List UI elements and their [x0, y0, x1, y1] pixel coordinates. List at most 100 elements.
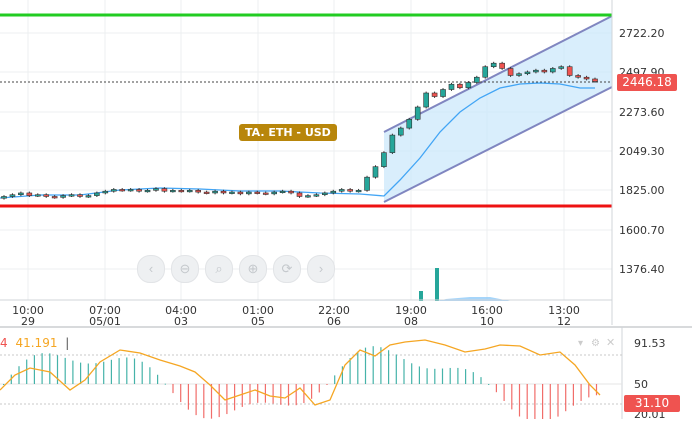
candle[interactable]: [161, 187, 168, 193]
channel-upper-line[interactable]: [383, 15, 613, 133]
candle[interactable]: [549, 67, 556, 74]
candle[interactable]: [465, 81, 472, 90]
candle[interactable]: [414, 105, 421, 121]
candle-body: [127, 189, 134, 192]
settings-icon[interactable]: ⚙: [591, 338, 600, 349]
indicator-legend[interactable]: 4 41.191 |: [0, 336, 69, 350]
candle[interactable]: [1, 195, 7, 200]
candle[interactable]: [110, 188, 117, 193]
candle[interactable]: [170, 188, 176, 193]
candle[interactable]: [347, 188, 353, 193]
candle[interactable]: [262, 191, 269, 196]
candle-body: [153, 188, 159, 191]
close-icon[interactable]: ✕: [606, 337, 615, 349]
candle[interactable]: [271, 190, 277, 196]
candle[interactable]: [457, 82, 463, 90]
zoom-out-icon[interactable]: ⊖: [171, 255, 199, 283]
candle[interactable]: [9, 193, 16, 198]
candle[interactable]: [220, 189, 227, 195]
candle[interactable]: [296, 191, 303, 198]
candle-body: [229, 191, 235, 194]
candle[interactable]: [330, 189, 337, 195]
trend-channel[interactable]: [383, 15, 613, 203]
candle[interactable]: [364, 175, 370, 192]
candle[interactable]: [119, 188, 125, 192]
reset-icon[interactable]: ⟳: [273, 255, 301, 283]
candle[interactable]: [558, 65, 565, 70]
candle[interactable]: [85, 194, 92, 198]
candle[interactable]: [288, 189, 294, 195]
channel-lower-line[interactable]: [383, 86, 613, 203]
candle[interactable]: [473, 75, 480, 84]
oscillator-pane[interactable]: 91.53 50 20.01 ▾ ⚙ ✕: [0, 337, 666, 424]
candle[interactable]: [490, 61, 497, 69]
candle[interactable]: [127, 188, 134, 192]
zoom-in-icon[interactable]: ⊕: [239, 255, 267, 283]
candle[interactable]: [144, 188, 151, 193]
candle[interactable]: [566, 65, 573, 77]
candle[interactable]: [541, 68, 548, 74]
candle[interactable]: [229, 190, 235, 195]
zoom-fit-icon[interactable]: ⌕: [205, 255, 233, 283]
candle[interactable]: [178, 188, 185, 193]
candle[interactable]: [43, 193, 50, 198]
candle[interactable]: [372, 165, 379, 179]
price-axis[interactable]: 2722.202497.902273.602049.301825.001600.…: [619, 27, 665, 276]
chevron-right-icon[interactable]: ›: [307, 255, 335, 283]
candle[interactable]: [212, 189, 218, 195]
candle[interactable]: [186, 188, 193, 193]
candle[interactable]: [516, 72, 522, 77]
candle[interactable]: [313, 193, 320, 197]
candle[interactable]: [102, 189, 109, 195]
candle[interactable]: [94, 191, 100, 197]
candle[interactable]: [51, 195, 58, 199]
candle[interactable]: [440, 88, 446, 98]
candle[interactable]: [398, 126, 404, 137]
indicator-value-badge: 31.10: [624, 395, 680, 412]
candle-body: [51, 196, 58, 199]
candle[interactable]: [18, 191, 24, 197]
candle[interactable]: [60, 194, 66, 199]
candle[interactable]: [279, 189, 286, 194]
candle[interactable]: [322, 191, 328, 197]
candle[interactable]: [246, 190, 252, 196]
candle[interactable]: [482, 65, 489, 79]
candle[interactable]: [507, 67, 514, 77]
candle[interactable]: [195, 188, 201, 194]
candle[interactable]: [136, 188, 142, 193]
candle[interactable]: [355, 188, 362, 193]
candle[interactable]: [448, 82, 455, 91]
candle[interactable]: [524, 70, 531, 76]
candle[interactable]: [153, 187, 159, 192]
candle[interactable]: [254, 190, 261, 195]
candles[interactable]: [1, 61, 598, 200]
candle[interactable]: [406, 117, 413, 130]
candle[interactable]: [423, 91, 429, 109]
candle[interactable]: [34, 193, 41, 197]
chevron-left-icon[interactable]: ‹: [137, 255, 165, 283]
candle[interactable]: [533, 68, 539, 74]
candle[interactable]: [381, 151, 387, 169]
candle[interactable]: [592, 77, 598, 83]
osc-bar: [580, 384, 582, 401]
candle[interactable]: [237, 190, 244, 196]
chart-navigation[interactable]: ‹ ⊖ ⌕ ⊕ ⟳ ›: [137, 255, 335, 283]
candle[interactable]: [575, 74, 581, 79]
candle[interactable]: [77, 193, 83, 198]
candle[interactable]: [583, 75, 590, 81]
candle[interactable]: [338, 188, 345, 193]
candle[interactable]: [389, 133, 396, 155]
eye-icon[interactable]: ▾: [578, 338, 583, 349]
candle[interactable]: [203, 190, 210, 195]
candle[interactable]: [26, 191, 33, 197]
candle[interactable]: [431, 91, 438, 98]
candle[interactable]: [305, 194, 311, 198]
candle[interactable]: [68, 193, 75, 197]
date-tick-label: 05/01: [89, 315, 121, 328]
candle[interactable]: [499, 61, 505, 70]
chart-annotation[interactable]: TA. ETH - USD: [239, 124, 337, 141]
osc-bar: [280, 384, 282, 405]
